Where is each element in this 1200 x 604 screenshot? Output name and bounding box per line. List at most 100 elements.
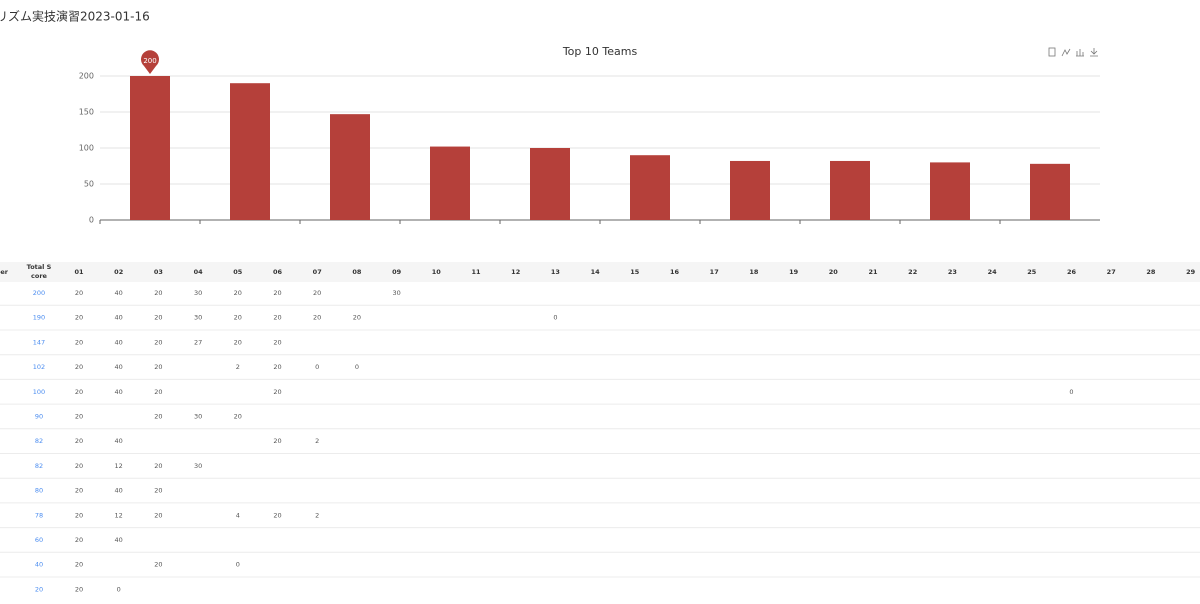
header-cell: 05 xyxy=(233,268,243,276)
bar xyxy=(630,155,670,220)
cell: 20 xyxy=(154,462,162,470)
cell: 20 xyxy=(313,314,321,322)
bar xyxy=(730,160,770,220)
cell: 20 xyxy=(234,314,242,322)
total-link[interactable]: 100 xyxy=(33,388,45,396)
total-link[interactable]: 60 xyxy=(35,536,43,544)
cell: 20 xyxy=(154,314,162,322)
cell: 20 xyxy=(234,413,242,421)
cell: 20 xyxy=(273,338,281,346)
header-cell: 11 xyxy=(471,268,481,276)
bar-icon[interactable] xyxy=(1076,49,1084,57)
cell: 20 xyxy=(154,561,162,569)
cell: 20 xyxy=(234,289,242,297)
bar xyxy=(530,148,570,220)
mark-point-label: 200 xyxy=(143,57,156,65)
cell: 20 xyxy=(154,413,162,421)
cell: 0 xyxy=(553,314,557,322)
total-link[interactable]: 82 xyxy=(35,437,43,445)
toolbox[interactable] xyxy=(1048,47,1098,57)
cell: 0 xyxy=(315,363,319,371)
cell: 20 xyxy=(154,363,162,371)
page-title: リズム実技演習2023-01-16 xyxy=(0,9,150,24)
table: berTotal Score01020304050607080910111213… xyxy=(0,263,1200,603)
total-link[interactable]: 40 xyxy=(35,561,43,569)
cell: 0 xyxy=(355,363,359,371)
header-cell: ber xyxy=(0,268,9,276)
cell: 40 xyxy=(115,388,123,396)
header-cell: 17 xyxy=(710,268,719,276)
total-link[interactable]: 20 xyxy=(35,585,43,593)
cell: 40 xyxy=(115,536,123,544)
header-cell: 07 xyxy=(313,268,322,276)
cell: 20 xyxy=(273,511,281,519)
cell: 27 xyxy=(194,338,202,346)
chart-title: Top 10 Teams xyxy=(562,45,638,58)
cell: 20 xyxy=(75,314,83,322)
cell: 20 xyxy=(154,487,162,495)
header-cell: 25 xyxy=(1027,268,1037,276)
cell: 30 xyxy=(194,413,202,421)
header-cell: 24 xyxy=(988,268,998,276)
y-tick-label: 0 xyxy=(89,216,94,225)
y-tick-label: 50 xyxy=(84,180,94,189)
cell: 40 xyxy=(115,487,123,495)
save-icon[interactable] xyxy=(1090,48,1098,57)
table-header-bg xyxy=(0,262,1200,282)
cell: 20 xyxy=(234,338,242,346)
total-link[interactable]: 78 xyxy=(35,511,43,519)
header-cell: 20 xyxy=(829,268,839,276)
bar xyxy=(1030,163,1070,220)
line-icon[interactable] xyxy=(1061,48,1071,57)
cell: 2 xyxy=(315,437,319,445)
bar xyxy=(330,114,370,220)
header-cell: 29 xyxy=(1186,268,1196,276)
cell: 30 xyxy=(392,289,400,297)
total-link[interactable]: 200 xyxy=(33,289,45,297)
cell: 30 xyxy=(194,289,202,297)
total-link[interactable]: 80 xyxy=(35,487,43,495)
cell: 20 xyxy=(313,289,321,297)
total-link[interactable]: 82 xyxy=(35,462,43,470)
header-cell: 18 xyxy=(749,268,759,276)
total-link[interactable]: 147 xyxy=(33,338,45,346)
bar xyxy=(130,76,170,220)
cell: 4 xyxy=(236,511,240,519)
cell: 20 xyxy=(154,338,162,346)
cell: 40 xyxy=(115,289,123,297)
header-cell: 02 xyxy=(114,268,123,276)
total-link[interactable]: 90 xyxy=(35,413,43,421)
cell: 20 xyxy=(75,536,83,544)
header-cell: 27 xyxy=(1107,268,1116,276)
cell: 20 xyxy=(273,437,281,445)
cell: 20 xyxy=(75,289,83,297)
cell: 0 xyxy=(1069,388,1073,396)
cell: 20 xyxy=(273,289,281,297)
total-link[interactable]: 190 xyxy=(33,314,45,322)
cell: 20 xyxy=(75,413,83,421)
header-cell: 12 xyxy=(511,268,520,276)
bar xyxy=(430,146,470,220)
header-cell: 21 xyxy=(868,268,878,276)
chart: 0 50 100 150 200 200 xyxy=(79,50,1100,225)
header-cell: 13 xyxy=(551,268,560,276)
cell: 30 xyxy=(194,462,202,470)
cell: 20 xyxy=(273,363,281,371)
header-cell: 19 xyxy=(789,268,799,276)
y-tick-label: 200 xyxy=(79,72,94,81)
total-link[interactable]: 102 xyxy=(33,363,45,371)
cell: 0 xyxy=(236,561,240,569)
header-cell: 15 xyxy=(630,268,640,276)
cell: 2 xyxy=(315,511,319,519)
data-view-icon[interactable] xyxy=(1048,47,1056,57)
header-cell: 10 xyxy=(432,268,442,276)
cell: 20 xyxy=(75,511,83,519)
cell: 20 xyxy=(154,289,162,297)
header-cell: core xyxy=(31,272,48,280)
cell: 40 xyxy=(115,314,123,322)
cell: 20 xyxy=(75,462,83,470)
header-cell: 08 xyxy=(352,268,362,276)
cell: 30 xyxy=(194,314,202,322)
bar xyxy=(930,162,970,220)
